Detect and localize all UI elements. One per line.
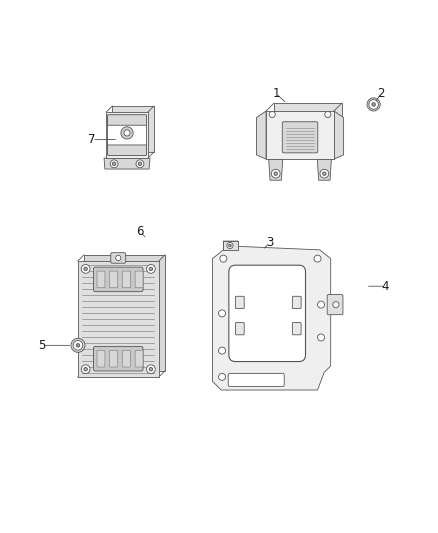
- Polygon shape: [274, 103, 342, 151]
- FancyBboxPatch shape: [236, 322, 244, 335]
- Polygon shape: [106, 112, 148, 158]
- Circle shape: [325, 111, 331, 118]
- Polygon shape: [84, 255, 165, 371]
- Circle shape: [227, 243, 233, 248]
- FancyBboxPatch shape: [107, 145, 146, 156]
- Circle shape: [84, 267, 87, 271]
- Circle shape: [274, 172, 278, 175]
- Circle shape: [318, 334, 325, 341]
- Circle shape: [271, 169, 280, 178]
- Circle shape: [219, 347, 226, 354]
- FancyBboxPatch shape: [107, 115, 146, 155]
- Circle shape: [322, 172, 326, 175]
- Circle shape: [112, 162, 116, 166]
- FancyBboxPatch shape: [97, 271, 105, 288]
- Text: 5: 5: [38, 339, 45, 352]
- FancyBboxPatch shape: [94, 267, 143, 292]
- Polygon shape: [334, 111, 344, 159]
- Text: 1: 1: [272, 87, 280, 100]
- Polygon shape: [317, 159, 332, 180]
- Polygon shape: [223, 241, 238, 250]
- FancyBboxPatch shape: [123, 271, 131, 288]
- FancyBboxPatch shape: [293, 296, 301, 309]
- FancyBboxPatch shape: [123, 350, 131, 367]
- Polygon shape: [212, 241, 331, 390]
- Circle shape: [372, 103, 375, 106]
- Circle shape: [81, 365, 90, 374]
- Circle shape: [146, 264, 155, 273]
- FancyBboxPatch shape: [110, 271, 118, 288]
- Circle shape: [136, 160, 144, 168]
- FancyBboxPatch shape: [135, 271, 143, 288]
- FancyBboxPatch shape: [97, 350, 105, 367]
- Circle shape: [229, 244, 231, 247]
- Circle shape: [138, 162, 141, 166]
- Text: 6: 6: [136, 225, 144, 238]
- Circle shape: [220, 255, 227, 262]
- FancyBboxPatch shape: [293, 322, 301, 335]
- Circle shape: [318, 301, 325, 308]
- Text: 7: 7: [88, 133, 96, 146]
- Circle shape: [84, 367, 87, 371]
- Polygon shape: [78, 261, 159, 377]
- Text: 3: 3: [266, 236, 273, 249]
- Circle shape: [369, 100, 378, 109]
- Circle shape: [110, 160, 118, 168]
- Circle shape: [269, 111, 275, 118]
- Circle shape: [121, 127, 133, 139]
- Circle shape: [73, 341, 83, 350]
- Text: 2: 2: [377, 87, 385, 100]
- FancyBboxPatch shape: [236, 296, 244, 309]
- FancyBboxPatch shape: [228, 374, 284, 386]
- FancyBboxPatch shape: [94, 346, 143, 371]
- Polygon shape: [104, 158, 150, 169]
- FancyBboxPatch shape: [327, 295, 343, 314]
- Polygon shape: [266, 111, 334, 159]
- FancyBboxPatch shape: [229, 265, 305, 361]
- Circle shape: [76, 344, 80, 347]
- Text: 4: 4: [381, 280, 389, 293]
- Polygon shape: [112, 106, 154, 152]
- Circle shape: [367, 98, 380, 111]
- Circle shape: [219, 310, 226, 317]
- FancyBboxPatch shape: [135, 350, 143, 367]
- Circle shape: [314, 255, 321, 262]
- FancyBboxPatch shape: [107, 115, 146, 125]
- Polygon shape: [257, 111, 266, 159]
- Circle shape: [146, 365, 155, 374]
- Circle shape: [71, 338, 85, 352]
- Circle shape: [219, 374, 226, 381]
- FancyBboxPatch shape: [111, 253, 126, 263]
- Polygon shape: [269, 159, 283, 180]
- FancyBboxPatch shape: [283, 122, 318, 153]
- Circle shape: [333, 302, 339, 308]
- Circle shape: [116, 255, 121, 261]
- FancyBboxPatch shape: [110, 350, 118, 367]
- Circle shape: [320, 169, 328, 178]
- Circle shape: [124, 130, 130, 136]
- Circle shape: [149, 367, 153, 371]
- Circle shape: [149, 267, 153, 271]
- Circle shape: [81, 264, 90, 273]
